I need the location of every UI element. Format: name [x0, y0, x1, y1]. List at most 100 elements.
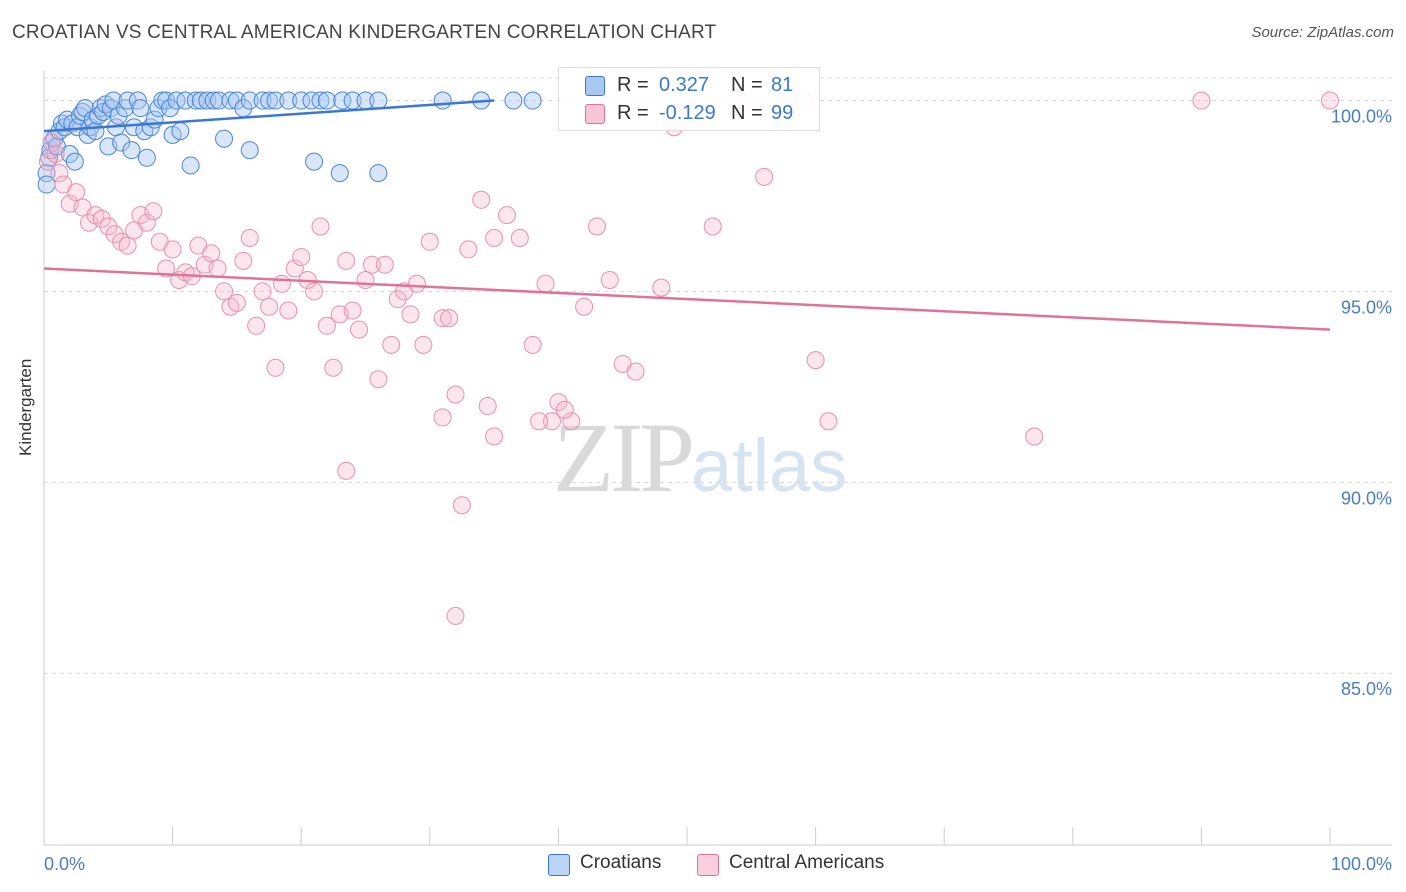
- central-americans-point: [253, 282, 272, 301]
- central-americans-point: [401, 305, 420, 324]
- x-tick-label: 0.0%: [44, 854, 85, 874]
- central-americans-point: [92, 209, 111, 228]
- central-americans-point: [362, 255, 381, 274]
- n-value: 81: [771, 74, 794, 96]
- central-americans-point: [99, 217, 118, 236]
- croatians-point: [369, 91, 388, 110]
- croatians-point: [65, 152, 84, 171]
- r-value: -0.129: [659, 102, 716, 124]
- central-americans-point: [1025, 427, 1044, 446]
- central-americans-point: [144, 202, 163, 221]
- central-americans-point: [285, 259, 304, 278]
- croatians-point: [161, 99, 180, 118]
- croatians-trend-line: [43, 99, 495, 133]
- croatians-point: [137, 148, 156, 167]
- central-americans-point: [497, 206, 516, 225]
- y-tick-label: 95.0%: [1341, 297, 1392, 317]
- central-americans-point: [118, 236, 137, 255]
- watermark-zip: ZIP: [553, 402, 695, 513]
- central-americans-point: [382, 335, 401, 354]
- croatians-point: [191, 91, 210, 110]
- croatians-point: [131, 99, 150, 118]
- croatians-point: [171, 122, 190, 141]
- central-americans-point: [50, 164, 69, 183]
- croatians-point: [167, 91, 186, 110]
- croatians-point: [302, 91, 321, 110]
- croatians-point: [215, 129, 234, 148]
- croatians-point: [122, 141, 141, 160]
- central-americans-point: [523, 335, 542, 354]
- central-americans-point: [208, 259, 227, 278]
- central-americans-point: [260, 297, 279, 316]
- central-americans-point: [549, 393, 568, 412]
- croatians-point: [176, 91, 195, 110]
- central-americans-point: [234, 251, 253, 270]
- central-americans-point: [562, 412, 581, 431]
- croatians-point: [305, 152, 324, 171]
- central-americans-point: [350, 320, 369, 339]
- central-americans-point: [38, 152, 57, 171]
- central-americans-point: [652, 278, 671, 297]
- central-americans-swatch: [585, 104, 605, 124]
- croatians-legend-swatch: [548, 854, 570, 876]
- central-americans-point: [600, 270, 619, 289]
- central-americans-point: [375, 255, 394, 274]
- central-americans-point: [703, 217, 722, 236]
- central-americans-point: [536, 274, 555, 293]
- watermark: ZIPatlas: [553, 400, 847, 515]
- croatians-point: [240, 141, 259, 160]
- central-americans-point: [343, 301, 362, 320]
- central-americans-point: [247, 316, 266, 335]
- y-tick-label: 85.0%: [1341, 679, 1392, 699]
- central-americans-point: [478, 396, 497, 415]
- central-americans-point: [407, 274, 426, 293]
- croatians-swatch: [585, 76, 605, 96]
- croatians-point: [86, 122, 105, 141]
- croatians-point: [112, 133, 131, 152]
- r-value: 0.327: [659, 74, 710, 96]
- croatians-point: [266, 91, 285, 110]
- croatians-point: [181, 156, 200, 175]
- central-americans-point: [266, 358, 285, 377]
- n-label: N =: [731, 74, 763, 96]
- central-americans-point: [337, 461, 356, 480]
- central-americans-point: [67, 183, 86, 202]
- croatians-point: [523, 91, 542, 110]
- x-tick-label: 100.0%: [1331, 854, 1392, 874]
- central-americans-point: [433, 309, 452, 328]
- central-americans-point: [485, 427, 504, 446]
- central-americans-point: [369, 370, 388, 389]
- central-americans-point: [626, 362, 645, 381]
- r-label: R =: [617, 74, 649, 96]
- chart-title: CROATIAN VS CENTRAL AMERICAN KINDERGARTE…: [12, 22, 717, 43]
- central-americans-point: [356, 270, 375, 289]
- central-americans-point: [440, 309, 459, 328]
- croatians-point: [369, 164, 388, 183]
- central-americans-point: [292, 248, 311, 267]
- croatians-point: [253, 91, 272, 110]
- central-americans-point: [587, 217, 606, 236]
- central-americans-point: [1321, 91, 1339, 110]
- source-label: Source: ZipAtlas.com: [1251, 24, 1394, 41]
- central-americans-point: [420, 232, 439, 251]
- central-americans-point: [324, 358, 343, 377]
- croatians-point: [317, 91, 336, 110]
- central-americans-point: [555, 400, 574, 419]
- central-americans-point: [510, 228, 529, 247]
- n-label: N =: [731, 102, 763, 124]
- central-americans-point: [446, 606, 465, 625]
- central-americans-point: [819, 412, 838, 431]
- central-americans-point: [414, 335, 433, 354]
- legend-label: Central Americans: [729, 852, 885, 873]
- central-americans-point: [42, 133, 61, 152]
- croatians-point: [240, 91, 259, 110]
- central-americans-point: [279, 301, 298, 320]
- central-americans-point: [806, 351, 825, 370]
- central-americans-point: [472, 190, 491, 209]
- y-axis-label: Kindergarten: [16, 358, 35, 456]
- central-americans-point: [317, 316, 336, 335]
- central-americans-point: [446, 385, 465, 404]
- croatians-point: [109, 106, 128, 125]
- central-americans-point: [311, 217, 330, 236]
